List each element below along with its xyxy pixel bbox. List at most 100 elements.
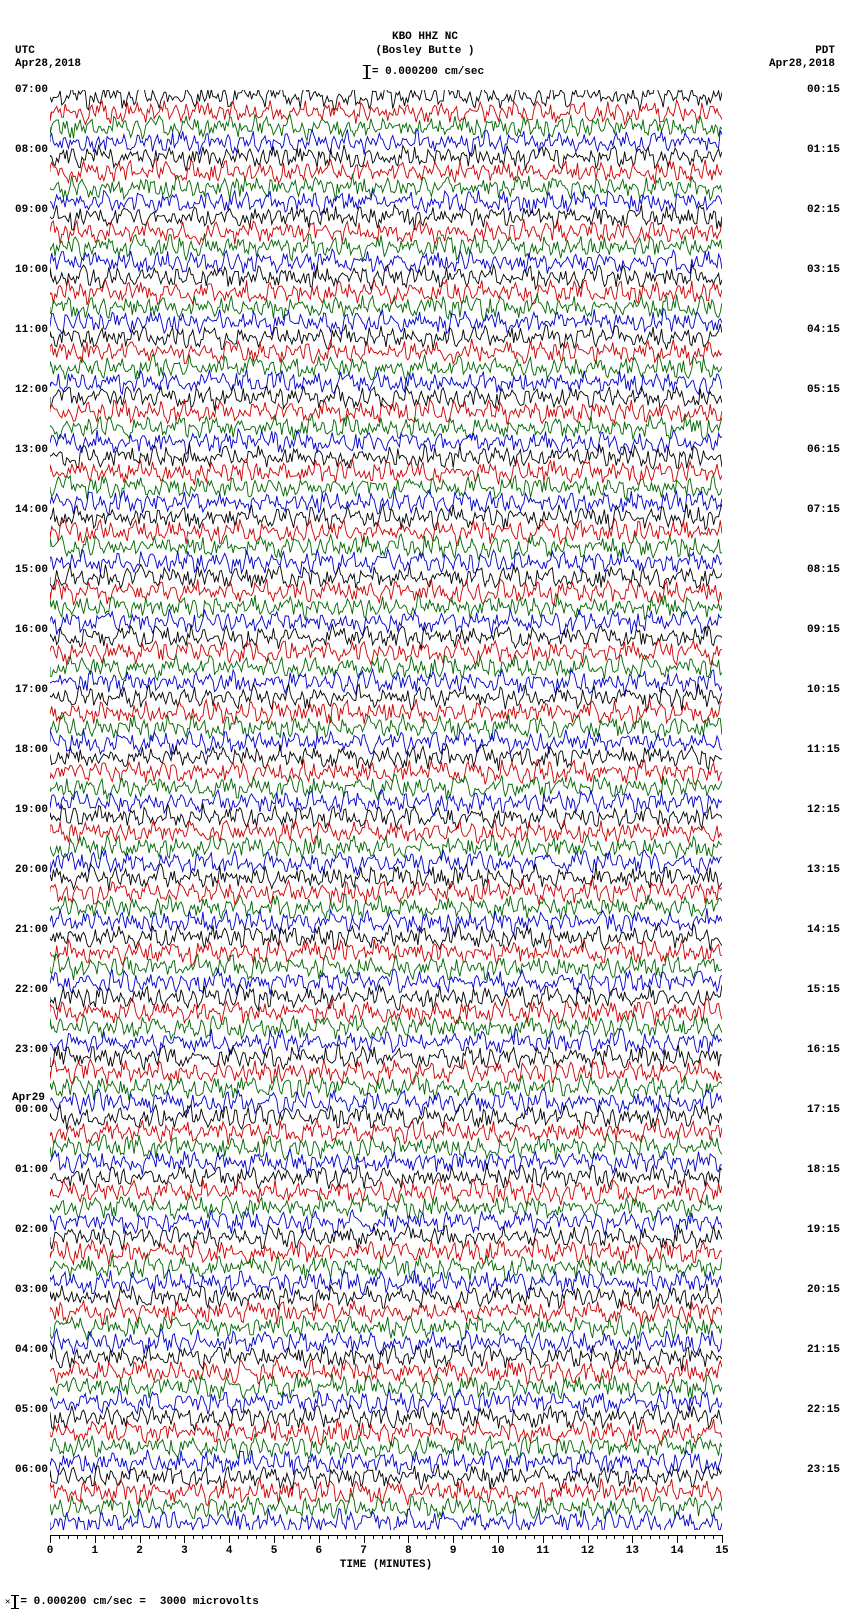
x-tick-minor: [256, 1535, 257, 1539]
x-tick-label: 6: [315, 1545, 322, 1557]
x-tick-minor: [390, 1535, 391, 1539]
right-time-label: 19:15: [807, 1224, 840, 1236]
right-time-label: 18:15: [807, 1164, 840, 1176]
right-time-label: 15:15: [807, 984, 840, 996]
x-tick-minor: [166, 1535, 167, 1539]
right-time-label: 02:15: [807, 204, 840, 216]
right-time-label: 14:15: [807, 924, 840, 936]
x-tick-minor: [525, 1535, 526, 1539]
x-tick-major: [453, 1535, 454, 1543]
x-tick-minor: [462, 1535, 463, 1539]
x-tick-major: [632, 1535, 633, 1543]
left-time-label: 12:00: [10, 384, 48, 396]
x-tick-minor: [86, 1535, 87, 1539]
x-tick-minor: [149, 1535, 150, 1539]
right-time-label: 09:15: [807, 624, 840, 636]
x-tick-minor: [686, 1535, 687, 1539]
right-time-label: 10:15: [807, 684, 840, 696]
right-time-label: 04:15: [807, 324, 840, 336]
x-tick-label: 7: [360, 1545, 367, 1557]
x-tick-minor: [623, 1535, 624, 1539]
left-time-label: 19:00: [10, 804, 48, 816]
x-tick-minor: [641, 1535, 642, 1539]
trace-row: [50, 1515, 722, 1530]
seismogram-container: KBO HHZ NC (Bosley Butte ) = 0.000200 cm…: [0, 0, 850, 1613]
x-tick-minor: [552, 1535, 553, 1539]
x-tick-minor: [193, 1535, 194, 1539]
x-tick-minor: [247, 1535, 248, 1539]
x-tick-major: [50, 1535, 51, 1543]
x-tick-minor: [310, 1535, 311, 1539]
x-tick-major: [588, 1535, 589, 1543]
x-tick-minor: [480, 1535, 481, 1539]
right-time-label: 06:15: [807, 444, 840, 456]
x-tick-minor: [579, 1535, 580, 1539]
right-time-label: 20:15: [807, 1284, 840, 1296]
x-tick-major: [140, 1535, 141, 1543]
x-tick-label: 4: [226, 1545, 233, 1557]
x-tick-minor: [292, 1535, 293, 1539]
right-time-label: 03:15: [807, 264, 840, 276]
left-time-label: 09:00: [10, 204, 48, 216]
x-tick-major: [364, 1535, 365, 1543]
x-axis-line: [50, 1535, 722, 1536]
date-left-label: Apr28,2018: [15, 58, 81, 70]
x-tick-major: [229, 1535, 230, 1543]
footer-scale: ✕ = 0.000200 cm/sec = 3000 microvolts: [5, 1595, 259, 1609]
left-time-label: 07:00: [10, 84, 48, 96]
x-tick-minor: [220, 1535, 221, 1539]
left-time-label: 13:00: [10, 444, 48, 456]
right-time-label: 07:15: [807, 504, 840, 516]
x-tick-minor: [238, 1535, 239, 1539]
x-tick-minor: [283, 1535, 284, 1539]
x-tick-major: [408, 1535, 409, 1543]
right-time-label: 01:15: [807, 144, 840, 156]
x-axis: TIME (MINUTES) 0123456789101112131415: [50, 1535, 722, 1575]
x-tick-major: [722, 1535, 723, 1543]
right-time-label: 21:15: [807, 1344, 840, 1356]
x-tick-minor: [489, 1535, 490, 1539]
right-time-label: 11:15: [807, 744, 840, 756]
x-tick-minor: [695, 1535, 696, 1539]
x-tick-minor: [328, 1535, 329, 1539]
x-tick-minor: [606, 1535, 607, 1539]
x-tick-minor: [355, 1535, 356, 1539]
day-change-label: Apr29: [12, 1092, 45, 1104]
x-tick-major: [543, 1535, 544, 1543]
x-tick-minor: [426, 1535, 427, 1539]
footer-volts: 3000 microvolts: [160, 1596, 259, 1608]
left-time-label: 21:00: [10, 924, 48, 936]
x-tick-minor: [668, 1535, 669, 1539]
x-tick-label: 9: [450, 1545, 457, 1557]
x-tick-major: [184, 1535, 185, 1543]
scale-bar-icon: [366, 65, 368, 79]
x-tick-minor: [417, 1535, 418, 1539]
right-time-label: 23:15: [807, 1464, 840, 1476]
x-tick-minor: [534, 1535, 535, 1539]
x-tick-minor: [113, 1535, 114, 1539]
x-tick-label: 10: [491, 1545, 504, 1557]
tz-left-label: UTC: [15, 45, 35, 57]
x-tick-minor: [59, 1535, 60, 1539]
x-tick-minor: [444, 1535, 445, 1539]
x-tick-minor: [158, 1535, 159, 1539]
left-time-label: 04:00: [10, 1344, 48, 1356]
x-tick-label: 15: [715, 1545, 728, 1557]
left-time-label: 06:00: [10, 1464, 48, 1476]
footer-scale-text: = 0.000200 cm/sec =: [20, 1596, 145, 1608]
x-tick-minor: [211, 1535, 212, 1539]
x-tick-minor: [104, 1535, 105, 1539]
scale-text: = 0.000200 cm/sec: [372, 66, 484, 78]
x-tick-minor: [471, 1535, 472, 1539]
x-tick-label: 3: [181, 1545, 188, 1557]
left-time-label: 10:00: [10, 264, 48, 276]
header: KBO HHZ NC (Bosley Butte ): [0, 30, 850, 58]
left-time-label: 02:00: [10, 1224, 48, 1236]
x-tick-minor: [614, 1535, 615, 1539]
x-tick-label: 11: [536, 1545, 549, 1557]
right-time-label: 05:15: [807, 384, 840, 396]
left-time-label: 18:00: [10, 744, 48, 756]
footer-x-icon: ✕: [5, 1597, 10, 1607]
right-time-label: 00:15: [807, 84, 840, 96]
x-tick-minor: [507, 1535, 508, 1539]
